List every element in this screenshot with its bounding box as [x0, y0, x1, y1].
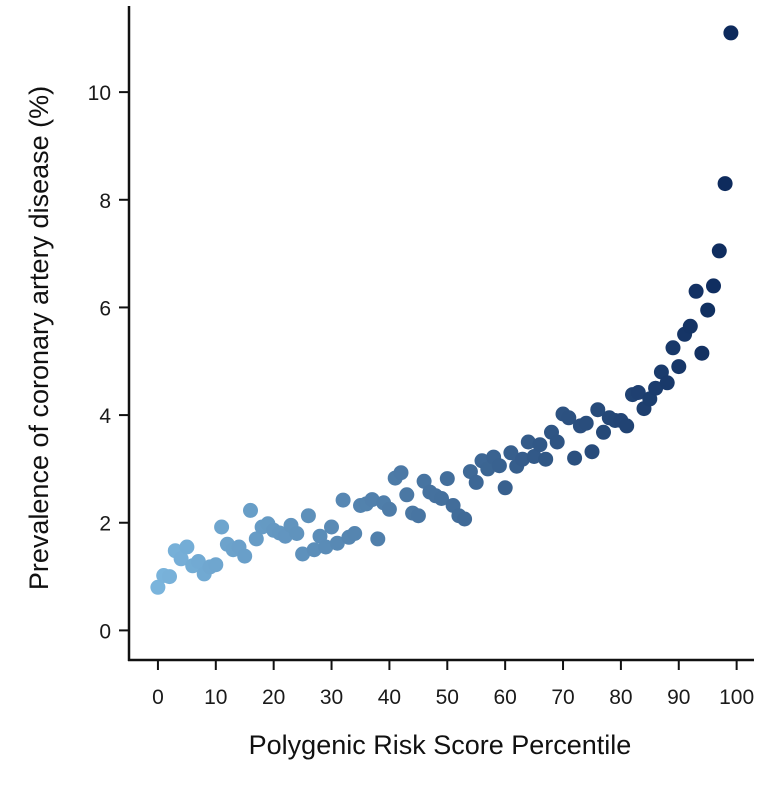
data-point: [457, 511, 473, 527]
data-point: [717, 176, 733, 192]
data-point: [173, 551, 189, 567]
data-point: [532, 437, 548, 453]
data-point: [706, 278, 721, 294]
data-point: [630, 385, 646, 400]
data-point: [190, 554, 206, 569]
x-tick-label: 80: [609, 686, 632, 709]
y-tick-label: 4: [99, 405, 111, 428]
data-point: [590, 402, 606, 418]
data-point: [596, 424, 611, 440]
y-tick-label: 0: [99, 620, 111, 643]
data-point: [364, 492, 380, 508]
data-point: [520, 434, 536, 450]
data-point: [665, 340, 681, 356]
data-point: [162, 569, 177, 585]
y-tick-label: 8: [99, 190, 111, 213]
data-point: [682, 318, 698, 334]
y-tick-label: 10: [88, 82, 111, 105]
data-point: [723, 25, 739, 41]
data-point: [439, 471, 455, 487]
x-tick-label: 90: [667, 686, 690, 709]
x-tick-label: 0: [152, 686, 164, 709]
data-point: [306, 542, 322, 558]
data-point: [329, 535, 345, 551]
data-point: [410, 508, 426, 524]
data-point: [503, 445, 519, 461]
data-point: [619, 418, 635, 434]
data-point: [578, 415, 594, 431]
x-tick-label: 10: [204, 686, 227, 709]
data-point: [370, 531, 386, 547]
data-point: [248, 531, 264, 547]
x-tick-label: 60: [493, 686, 516, 709]
y-tick-label: 6: [99, 297, 111, 320]
data-point: [399, 487, 415, 503]
data-points: [150, 25, 739, 595]
x-tick-label: 50: [436, 686, 459, 709]
data-point: [526, 449, 542, 464]
data-point: [289, 526, 305, 541]
data-point: [648, 380, 664, 396]
data-point: [497, 480, 513, 496]
data-point: [324, 519, 339, 535]
data-point: [468, 474, 484, 490]
x-tick-label: 30: [320, 686, 343, 709]
data-point: [237, 548, 253, 564]
data-point: [584, 444, 600, 460]
ticks: 0 10 20 30 40 50 60 70 80 90 100 0 2 4 6 8 10: [88, 82, 755, 709]
data-point: [567, 450, 583, 466]
x-tick-label: 40: [378, 686, 401, 709]
data-point: [295, 546, 311, 562]
data-point: [243, 502, 258, 518]
data-point: [434, 491, 449, 506]
data-point: [538, 451, 554, 467]
data-point: [214, 519, 230, 535]
data-point: [318, 539, 334, 555]
data-point: [700, 302, 716, 318]
data-point: [561, 410, 577, 426]
data-point: [671, 359, 687, 375]
data-point: [179, 539, 195, 555]
data-point: [381, 501, 397, 517]
data-point: [515, 451, 530, 467]
y-axis-title: Prevalence of coronary artery disease (%…: [24, 86, 54, 590]
data-point: [208, 557, 224, 573]
x-axis-title: Polygenic Risk Score Percentile: [249, 730, 632, 760]
axes: [127, 6, 754, 662]
data-point: [659, 375, 675, 391]
x-tick-label: 70: [551, 686, 574, 709]
data-point: [300, 508, 316, 524]
y-tick-label: 2: [99, 513, 111, 536]
data-point: [347, 526, 363, 541]
data-point: [335, 492, 351, 508]
x-tick-label: 20: [262, 686, 285, 709]
data-point: [480, 461, 496, 477]
data-point: [491, 458, 507, 474]
data-point: [711, 243, 727, 259]
data-point: [150, 579, 166, 595]
data-point: [393, 465, 409, 481]
data-point: [549, 434, 565, 450]
data-point: [694, 345, 710, 361]
data-point: [688, 283, 704, 299]
x-tick-label: 100: [719, 686, 754, 709]
